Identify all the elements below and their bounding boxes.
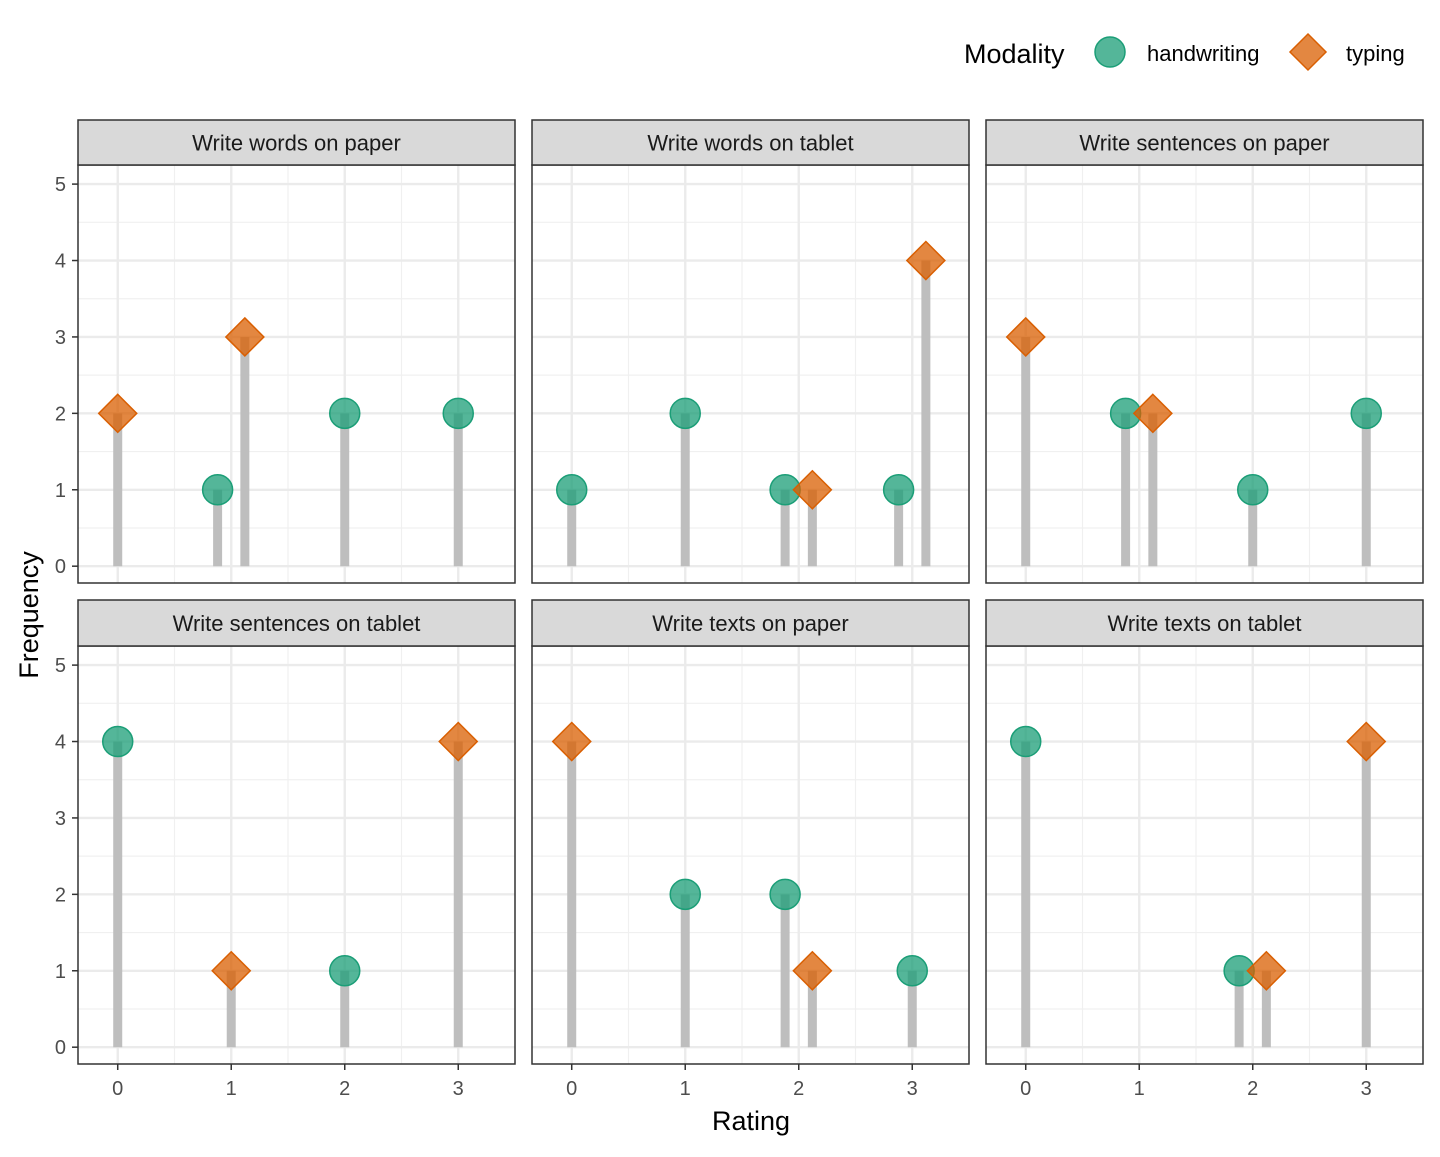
y-tick-label: 4 [55, 251, 66, 273]
typing-point [551, 721, 592, 762]
typing-point [438, 721, 479, 762]
handwriting-point [769, 878, 801, 911]
facet-strip-label: Write sentences on tablet [173, 611, 421, 636]
typing-point [1246, 950, 1287, 991]
typing-point [792, 950, 833, 991]
panel-5: Write texts on paper 0 1 2 3 [531, 599, 970, 1100]
y-tick-label: 5 [55, 174, 66, 196]
y-tick-label: 0 [55, 1037, 66, 1059]
facet-strip [77, 119, 516, 166]
facet-strip [531, 599, 970, 647]
handwriting-point [328, 397, 361, 430]
handwriting-point [442, 397, 474, 430]
panel-1: Write words on paper 0 1 2 3 4 5 [55, 119, 516, 584]
y-tick-label: 3 [55, 808, 66, 830]
panel-background [986, 646, 1423, 1064]
handwriting-point [669, 397, 701, 430]
typing-point [224, 316, 265, 357]
panel-background [532, 165, 969, 583]
x-tick-label: 0 [566, 1078, 577, 1100]
x-tick-label: 0 [1020, 1078, 1031, 1100]
y-tick-label: 2 [55, 403, 66, 425]
y-tick-label: 1 [55, 480, 66, 502]
y-tick-label: 2 [55, 884, 66, 906]
typing-point [792, 469, 833, 510]
handwriting-point [1350, 397, 1382, 430]
handwriting-point [328, 955, 361, 987]
facet-strip [531, 119, 970, 166]
x-tick-label: 2 [339, 1078, 350, 1100]
legend: Modality handwriting typing [964, 32, 1405, 72]
y-axis-title: Frequency [14, 551, 44, 679]
panel-6: Write texts on tablet 0 1 2 3 [985, 599, 1424, 1100]
x-tick-label: 3 [453, 1078, 464, 1100]
handwriting-point [555, 474, 588, 506]
typing-point [1132, 393, 1173, 434]
handwriting-point [201, 474, 234, 506]
legend-key-handwriting-icon [1094, 36, 1126, 68]
x-tick-label: 2 [1247, 1078, 1258, 1100]
facet-strip-label: Write words on paper [192, 131, 401, 156]
facet-strip [985, 119, 1424, 166]
handwriting-point [882, 474, 915, 506]
typing-point [211, 950, 252, 991]
legend-title: Modality [964, 39, 1065, 69]
x-tick-label: 3 [1361, 1078, 1372, 1100]
panel-background [986, 165, 1423, 583]
y-tick-label: 0 [55, 556, 66, 578]
legend-label-handwriting: handwriting [1147, 41, 1260, 66]
y-tick-label: 4 [55, 732, 66, 754]
typing-point [905, 240, 946, 281]
handwriting-point [1236, 474, 1269, 506]
facet-strip-label: Write texts on paper [652, 611, 848, 636]
panel-3: Write sentences on paper [985, 119, 1424, 584]
typing-point [97, 393, 138, 434]
handwriting-point [896, 955, 928, 987]
panel-2: Write words on tablet [531, 119, 970, 584]
panel-4: Write sentences on tablet 0 1 2 3 4 5 0 1 2 3 [55, 599, 516, 1100]
x-tick-label: 1 [1134, 1078, 1145, 1100]
y-tick-label: 5 [55, 655, 66, 677]
legend-label-typing: typing [1346, 41, 1405, 66]
x-tick-label: 0 [112, 1078, 123, 1100]
handwriting-point [669, 878, 701, 911]
x-axis-title: Rating [712, 1106, 790, 1136]
typing-point [1005, 316, 1046, 357]
typing-point [1346, 721, 1387, 762]
y-tick-label: 3 [55, 327, 66, 349]
facet-strip-label: Write texts on tablet [1107, 611, 1301, 636]
x-tick-label: 1 [226, 1078, 237, 1100]
panel-background [78, 165, 515, 583]
x-tick-label: 1 [680, 1078, 691, 1100]
panel-background [532, 646, 969, 1064]
x-tick-label: 2 [793, 1078, 804, 1100]
facet-strip-label: Write sentences on paper [1079, 131, 1329, 156]
facet-strip [985, 599, 1424, 647]
facet-strip-label: Write words on tablet [647, 131, 853, 156]
panel-background [78, 646, 515, 1064]
x-tick-label: 3 [907, 1078, 918, 1100]
y-tick-label: 1 [55, 961, 66, 983]
handwriting-point [1009, 725, 1042, 758]
facet-strip [77, 599, 516, 647]
legend-key-typing-icon [1288, 32, 1328, 72]
handwriting-point [101, 725, 134, 758]
